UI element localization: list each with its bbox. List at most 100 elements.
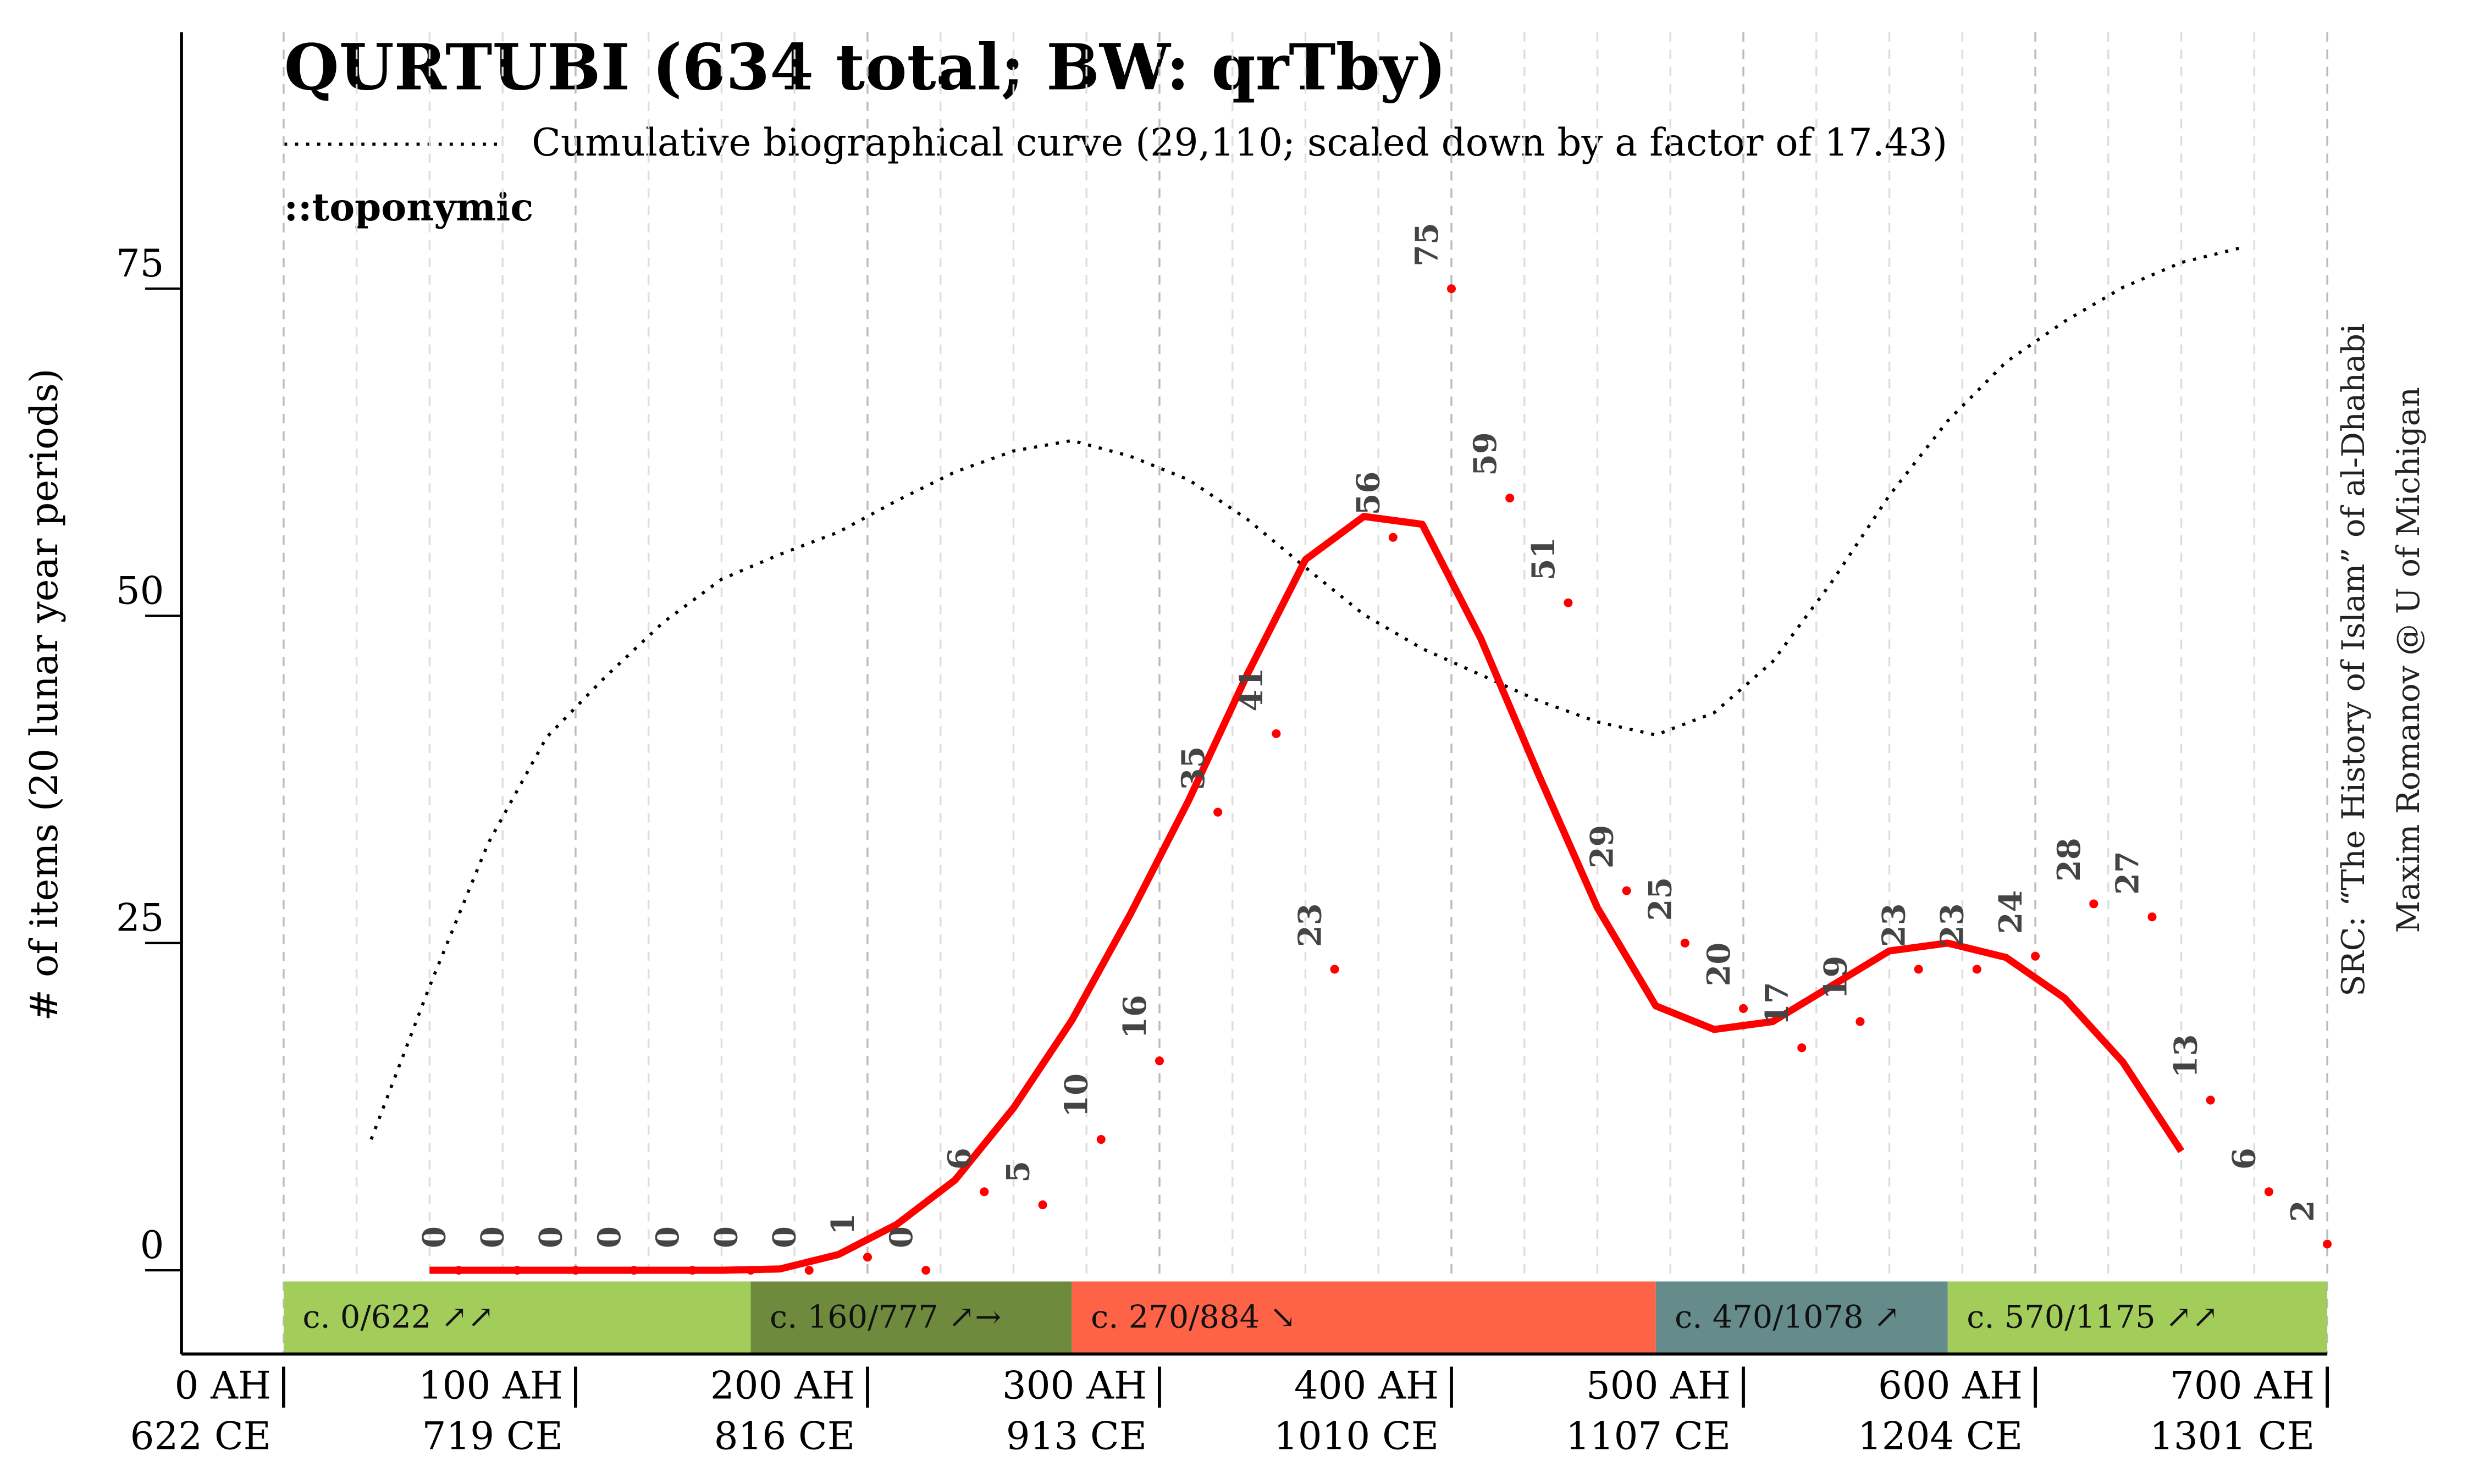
value-label: 16	[1116, 995, 1153, 1039]
cumulative-curve	[369, 246, 2240, 1140]
point	[1739, 1004, 1748, 1013]
point	[980, 1187, 989, 1197]
value-label: 0	[649, 1226, 686, 1248]
x-tick-label-ce: 622 CE	[130, 1414, 271, 1458]
value-label: 25	[1642, 877, 1679, 921]
period-band	[1655, 1281, 1948, 1354]
point	[1096, 1134, 1106, 1144]
point	[1972, 965, 1981, 974]
legend-label: Cumulative biographical curve (29,110; s…	[532, 121, 1947, 165]
period-label: c. 160/777 ↗→	[770, 1298, 1001, 1335]
point	[1038, 1200, 1047, 1210]
value-label: 5	[999, 1161, 1036, 1183]
y-tick-label: 75	[116, 242, 164, 286]
point	[454, 1266, 463, 1275]
y-tick-label: 50	[116, 569, 164, 613]
x-tick-label: 600 AH	[1878, 1364, 2023, 1408]
point	[1213, 807, 1223, 817]
value-label: 23	[1291, 903, 1328, 947]
value-label: 23	[1875, 903, 1912, 947]
value-label: 35	[1174, 746, 1212, 790]
value-label: 17	[1758, 982, 1796, 1026]
point	[1856, 1017, 1865, 1026]
value-label: 23	[1934, 903, 1971, 947]
period-label: c. 0/622 ↗↗	[302, 1298, 494, 1335]
x-tick-label: 200 AH	[710, 1364, 855, 1408]
point	[2206, 1095, 2215, 1105]
x-tick-label-ce: 719 CE	[422, 1414, 563, 1458]
point	[1505, 494, 1515, 503]
value-label: 56	[1350, 472, 1387, 516]
value-label: 28	[2050, 838, 2088, 882]
x-tick-label-ce: 1301 CE	[2150, 1414, 2315, 1458]
point	[1622, 886, 1631, 895]
period-band	[1947, 1281, 2328, 1354]
value-label: 2	[2284, 1200, 2321, 1222]
value-label: 6	[941, 1148, 978, 1170]
x-tick-label-ce: 816 CE	[714, 1414, 855, 1458]
value-label: 6	[2226, 1148, 2263, 1170]
x-tick-label: 0 AH	[174, 1364, 270, 1408]
point	[1914, 965, 1923, 974]
point	[804, 1266, 814, 1275]
point	[688, 1266, 697, 1275]
point	[746, 1266, 755, 1275]
value-label: 0	[882, 1226, 920, 1248]
trend-line	[429, 513, 2184, 1274]
x-tick-label-ce: 913 CE	[1006, 1414, 1147, 1458]
point	[571, 1266, 580, 1275]
value-label: 0	[415, 1226, 452, 1248]
y-tick-label: 25	[116, 896, 164, 940]
value-label: 0	[590, 1226, 628, 1248]
point	[512, 1266, 522, 1275]
value-label: 0	[766, 1226, 803, 1248]
x-tick-label: 500 AH	[1586, 1364, 1731, 1408]
value-label: 41	[1233, 668, 1270, 712]
value-label: 27	[2108, 851, 2146, 895]
x-tick-label: 400 AH	[1294, 1364, 1439, 1408]
point	[863, 1253, 872, 1262]
point	[921, 1266, 931, 1275]
value-label: 1	[824, 1213, 862, 1235]
value-label: 29	[1583, 825, 1620, 869]
value-label: 75	[1408, 223, 1445, 267]
point	[1330, 965, 1339, 974]
point	[629, 1266, 639, 1275]
point	[1797, 1043, 1807, 1053]
point	[2089, 899, 2099, 909]
y-axis-label: # of items (20 lunar year periods)	[23, 368, 67, 1021]
point	[1680, 938, 1689, 948]
x-tick-label-ce: 1010 CE	[1274, 1414, 1439, 1458]
period-label: c. 270/884 ↘	[1091, 1298, 1296, 1335]
period-label: c. 470/1078 ↗	[1675, 1298, 1900, 1335]
point	[2147, 912, 2157, 922]
value-label: 19	[1816, 956, 1854, 1000]
period-label: c. 570/1175 ↗↗	[1967, 1298, 2218, 1335]
point	[1388, 533, 1398, 542]
point	[2264, 1187, 2273, 1197]
point	[1155, 1056, 1164, 1066]
value-label: 20	[1700, 943, 1737, 987]
period-band	[750, 1281, 1072, 1354]
source: SRC: “The History of Islam” of al-Dhahab…	[2335, 324, 2372, 996]
x-tick-label: 100 AH	[418, 1364, 563, 1408]
value-label: 13	[2167, 1034, 2205, 1078]
x-tick-label: 300 AH	[1002, 1364, 1147, 1408]
y-tick-label: 0	[140, 1223, 164, 1267]
value-label: 0	[532, 1226, 570, 1248]
point	[2323, 1239, 2332, 1249]
period-band	[283, 1281, 751, 1354]
value-label: 59	[1466, 432, 1504, 476]
value-label: 0	[707, 1226, 744, 1248]
point	[1272, 729, 1281, 738]
point	[1564, 598, 1573, 607]
x-tick-label: 700 AH	[2170, 1364, 2315, 1408]
value-label: 0	[474, 1226, 511, 1248]
period-band	[1072, 1281, 1656, 1354]
value-label: 51	[1525, 537, 1562, 581]
x-tick-label-ce: 1107 CE	[1566, 1414, 1731, 1458]
annotation: ::toponymic	[284, 185, 534, 230]
value-label: 24	[1992, 890, 2029, 934]
